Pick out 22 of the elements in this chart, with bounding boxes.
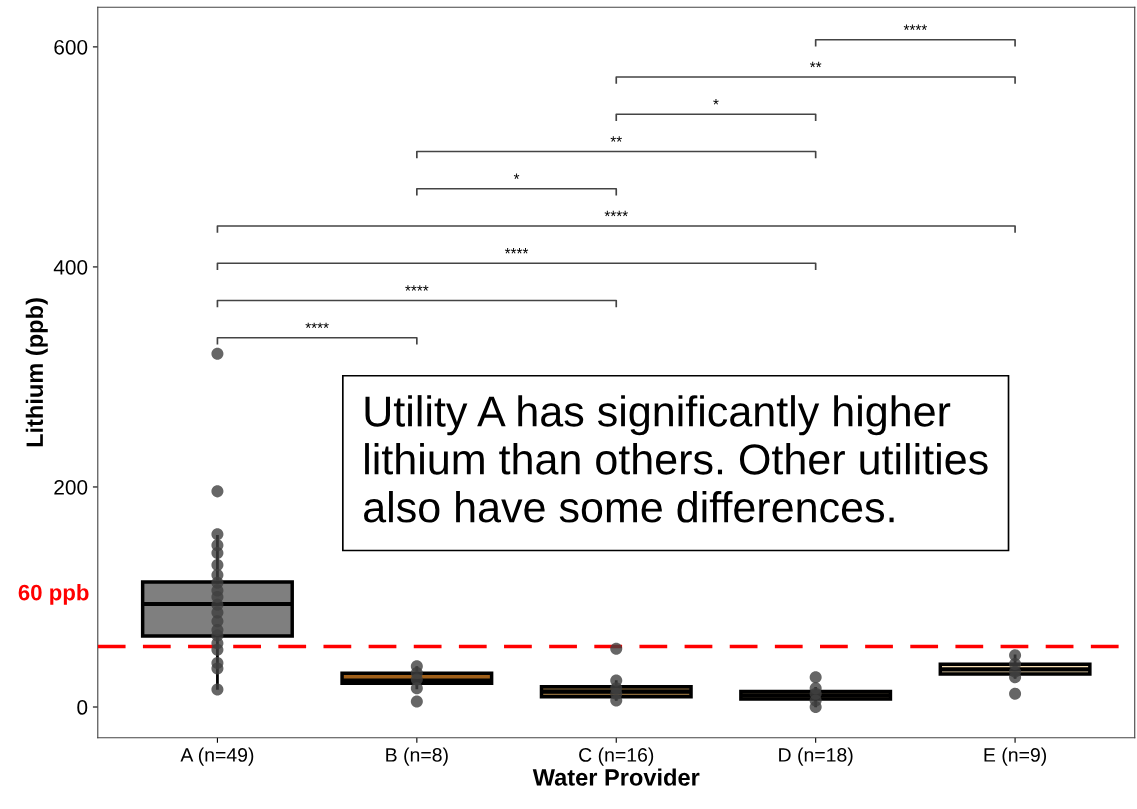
annotation: *: [713, 99, 719, 105]
x-tick-label: C (n=16): [579, 747, 654, 766]
annotation: **: [809, 61, 822, 68]
annotation: *: [513, 173, 520, 179]
y-tick-label: 400: [53, 259, 88, 275]
annotation: ****: [903, 24, 928, 30]
y-tick-label: 600: [54, 39, 88, 55]
x-tick-label: D (n=18): [779, 747, 853, 766]
y-axis-title: Lithium (ppb): [25, 298, 48, 447]
annotation: ****: [504, 248, 529, 254]
x-axis-title: Water Provider: [532, 768, 700, 786]
annotation: Utility A has significantly higher lithium than others. Other utilities also have some differences.: [364, 395, 988, 523]
y-tick-label: 0: [77, 700, 88, 715]
annotation: ****: [405, 285, 429, 291]
ref-line-label: 60 ppb: [18, 584, 89, 605]
x-tick-label: E (n=9): [984, 747, 1047, 766]
annotation: ****: [305, 322, 329, 328]
x-tick-label: B (n=8): [386, 747, 448, 766]
y-tick-label: 200: [54, 479, 88, 495]
annotation: ****: [604, 210, 628, 217]
annotation: **: [610, 136, 622, 142]
x-tick-label: A (n=49): [180, 747, 254, 766]
